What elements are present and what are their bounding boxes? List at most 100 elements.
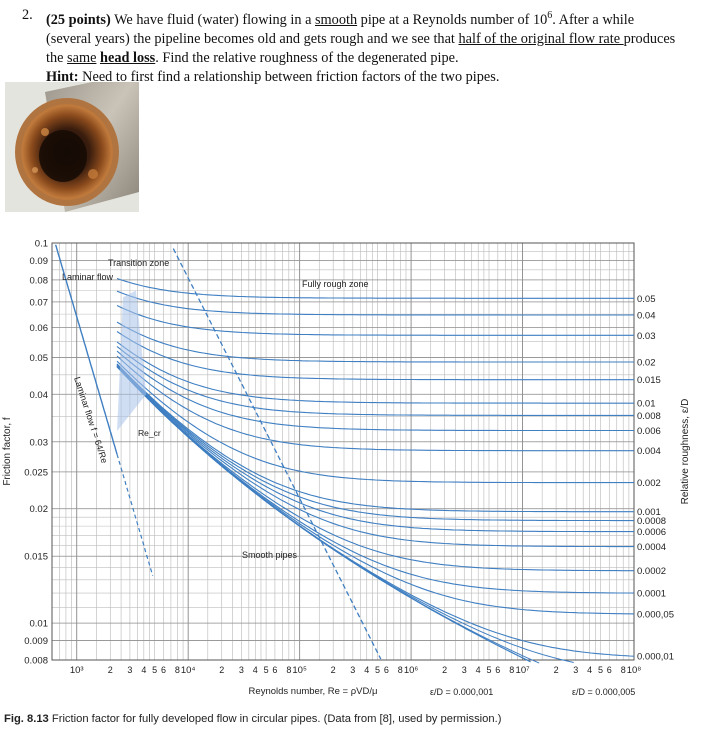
- x-decade-label: 10⁷: [516, 665, 531, 676]
- x-minor-label: 4: [476, 665, 481, 675]
- x-minor-label: 5: [264, 665, 269, 675]
- problem-body: (25 points) We have fluid (water) flowin…: [46, 6, 682, 87]
- laminar-annotation: Laminar flow: [62, 272, 114, 282]
- fully-rough-boundary: [172, 248, 382, 660]
- underline-head-loss: head loss: [100, 49, 156, 66]
- x-minor-label: 3: [462, 665, 467, 675]
- roughness-curve: [116, 345, 634, 416]
- x-minor-label: 2: [554, 665, 559, 675]
- x-decade-label: 10³: [70, 665, 84, 676]
- roughness-label: 0.04: [637, 310, 656, 321]
- transition-zone-shade: [117, 290, 147, 432]
- roughness-label: 0.0008: [637, 516, 666, 527]
- y-tick-label: 0.01: [30, 619, 49, 630]
- y-tick-label: 0.08: [30, 275, 49, 286]
- x-minor-label: 3: [127, 665, 132, 675]
- y-tick-label: 0.02: [30, 504, 49, 515]
- roughness-curve: [116, 277, 634, 299]
- roughness-curve: [116, 341, 634, 404]
- smooth-pipes-annotation: Smooth pipes: [242, 550, 298, 560]
- roughness-label: 0.006: [637, 426, 661, 437]
- x-decade-label: 10⁴: [181, 665, 196, 676]
- roughness-curve: [116, 321, 634, 363]
- problem-points: (25 points): [46, 11, 111, 28]
- x-minor-label: 6: [384, 665, 389, 675]
- roughness-curve: [116, 331, 634, 381]
- x-minor-label: 8: [286, 665, 291, 675]
- re-critical-annotation: Re_cr: [138, 428, 161, 438]
- roughness-label: 0.02: [637, 357, 656, 368]
- problem-text-2: pipe at a Reynolds number of 10: [357, 11, 548, 28]
- roughness-label: 0.000,05: [637, 609, 674, 620]
- plot-frame: [51, 242, 635, 661]
- grid-minor: [51, 242, 634, 661]
- fully-rough-annotation: Fully rough zone: [302, 279, 369, 289]
- x-decade-label: 10⁸: [627, 665, 642, 676]
- x-minor-label: 8: [398, 665, 403, 675]
- low-roughness-curve: [116, 366, 574, 663]
- roughness-curves: [116, 277, 635, 664]
- y-tick-label: 0.1: [35, 239, 48, 250]
- roughness-curve: [116, 365, 634, 548]
- y-tick-label: 0.07: [30, 297, 49, 308]
- roughness-curve: [116, 355, 634, 452]
- x-minor-label: 8: [509, 665, 514, 675]
- underline-smooth: smooth: [314, 11, 358, 28]
- special-curves: [54, 244, 382, 660]
- x-minor-label: 5: [486, 665, 491, 675]
- problem-statement: 2. (25 points) We have fluid (water) flo…: [22, 6, 682, 87]
- corroded-pipe-photo: [5, 82, 139, 212]
- y-tick-label: 0.008: [24, 656, 48, 667]
- y-tick-label: 0.03: [30, 437, 49, 448]
- x-minor-label: 2: [108, 665, 113, 675]
- underline-same: same: [67, 49, 97, 66]
- x-minor-label: 4: [253, 665, 258, 675]
- y-tick-label: 0.015: [24, 552, 48, 563]
- problem-text-5: . Find the relative roughness of the deg…: [155, 49, 459, 66]
- hint-label: Hint:: [46, 68, 79, 85]
- y-tick-label: 0.025: [24, 467, 48, 478]
- smooth-pipe-curve: [116, 366, 531, 663]
- x-decade-label: 10⁶: [404, 665, 419, 676]
- roughness-label: 0.001: [637, 507, 661, 518]
- figure-caption: Fig. 8.13 Friction factor for fully deve…: [4, 713, 501, 725]
- reynolds-exponent: 6: [547, 10, 553, 21]
- low-roughness-curve: [116, 366, 540, 664]
- roughness-label: 0.000,01: [637, 652, 674, 663]
- x-axis-title: Reynolds number, Re = ρVD/μ: [249, 686, 378, 697]
- y-tick-label: 0.05: [30, 353, 49, 364]
- x-minor-label: 6: [272, 665, 277, 675]
- x-minor-label: 5: [152, 665, 157, 675]
- x-minor-label: 3: [350, 665, 355, 675]
- x-minor-label: 2: [331, 665, 336, 675]
- transition-annotation: Transition zone: [108, 258, 169, 268]
- caption-text: Friction factor for fully developed flow…: [48, 713, 502, 725]
- roughness-label: 0.01: [637, 399, 656, 410]
- rel-roughness-0005-annotation: ε/D = 0.000,005: [572, 687, 635, 697]
- hint-text: Need to first find a relationship betwee…: [78, 68, 500, 85]
- x-minor-label: 3: [239, 665, 244, 675]
- roughness-label: 0.004: [637, 446, 661, 457]
- roughness-label: 0.0006: [637, 527, 666, 538]
- roughness-curve: [116, 364, 634, 533]
- problem-text-3: . After a while (several years) the pipe…: [46, 11, 635, 47]
- roughness-label: 0.002: [637, 478, 661, 489]
- roughness-curve: [116, 363, 634, 513]
- laminar-dashed-extension: [116, 454, 154, 576]
- x-minor-label: 5: [375, 665, 380, 675]
- x-decade-label: 10⁵: [292, 665, 307, 676]
- caption-label: Fig. 8.13: [4, 713, 49, 725]
- roughness-curve: [116, 365, 634, 572]
- y-tick-label: 0.06: [30, 323, 49, 334]
- roughness-label: 0.0001: [637, 589, 666, 600]
- x-minor-label: 4: [587, 665, 592, 675]
- roughness-label: 0.015: [637, 375, 661, 386]
- underline-half-flow: half of the original flow rate: [458, 30, 624, 47]
- grid-major: [51, 242, 635, 661]
- roughness-curve: [116, 360, 634, 484]
- chart-annotations: Laminar flow Transition zone Fully rough z…: [62, 258, 635, 697]
- roughness-curve: [116, 290, 634, 316]
- x-minor-label: 4: [364, 665, 369, 675]
- roughness-label: 0.05: [637, 294, 656, 305]
- x-minor-label: 4: [141, 665, 146, 675]
